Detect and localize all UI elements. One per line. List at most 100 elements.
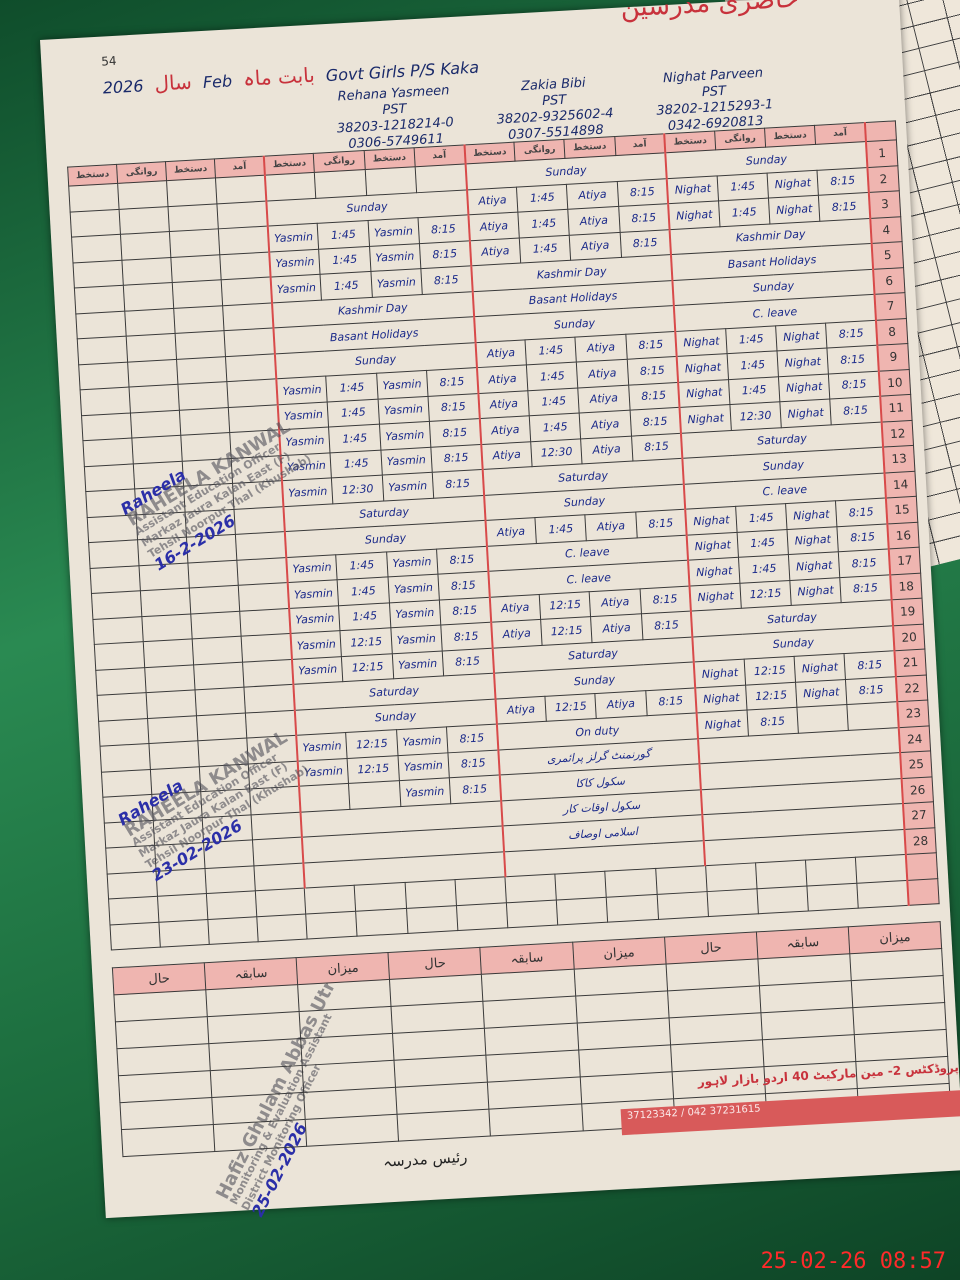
empty-cell — [254, 862, 305, 891]
empty-cell — [91, 590, 142, 619]
attendance-cell: Yasmin — [291, 656, 344, 685]
attendance-cell: Atiya — [579, 410, 632, 439]
attendance-cell: Yasmin — [399, 777, 451, 807]
attendance-cell: 8:15 — [616, 178, 669, 207]
attendance-cell: 8:15 — [825, 319, 878, 349]
attendance-cell: 8:15 — [427, 393, 480, 422]
empty-cell — [168, 203, 219, 232]
attendance-cell: Nighat — [686, 531, 739, 561]
attendance-cell: Nighat — [789, 577, 842, 606]
attendance-cell: Yasmin — [290, 630, 342, 659]
day-number: 10 — [878, 368, 911, 397]
empty-cell — [129, 384, 180, 413]
attendance-cell: 8:15 — [818, 192, 871, 221]
page-number: 54 — [100, 53, 117, 69]
attendance-cell: 12:15 — [346, 729, 398, 758]
empty-cell — [189, 585, 240, 614]
attendance-cell: Nighat — [779, 398, 832, 428]
attendance-cell: 12:15 — [744, 656, 796, 685]
day-number: 22 — [895, 674, 928, 702]
empty-cell — [655, 865, 707, 894]
register-title: حاضری مدرسین — [619, 0, 800, 24]
empty-cell — [77, 336, 128, 365]
attendance-cell: 1:45 — [735, 503, 787, 532]
day-number: 8 — [875, 318, 908, 346]
empty-cell — [176, 356, 228, 385]
attendance-cell: Yasmin — [380, 446, 433, 476]
empty-cell — [127, 358, 179, 388]
day-number: 1 — [865, 139, 898, 168]
day-number: 17 — [888, 547, 921, 575]
empty-cell — [126, 333, 177, 362]
empty-cell — [242, 658, 294, 688]
attendance-cell: Nighat — [688, 557, 740, 586]
empty-cell — [196, 712, 248, 741]
attendance-cell: 12:15 — [745, 681, 797, 711]
attendance-cell: 8:15 — [619, 229, 672, 258]
attendance-cell: 1:45 — [317, 220, 370, 249]
empty-cell — [179, 407, 230, 436]
day-number: 13 — [882, 445, 915, 473]
empty-cell — [217, 200, 268, 229]
empty-cell — [255, 888, 306, 917]
attendance-cell: 1:45 — [319, 245, 371, 275]
attendance-cell: Yasmin — [367, 217, 420, 246]
attendance-cell: Yasmin — [268, 248, 321, 278]
empty-cell — [404, 879, 457, 908]
attendance-cell: 8:15 — [426, 367, 478, 396]
attendance-cell: Atiya — [595, 690, 647, 719]
attendance-cell: Yasmin — [379, 421, 431, 450]
attendance-cell: Nighat — [786, 526, 839, 555]
attendance-cell: 8:15 — [417, 214, 470, 244]
attendance-cell: Nighat — [778, 373, 830, 402]
empty-cell — [158, 918, 210, 948]
attendance-cell: 12:15 — [545, 693, 597, 722]
empty-cell — [192, 636, 243, 665]
attendance-cell: Nighat — [679, 404, 732, 433]
empty-cell — [605, 868, 657, 897]
empty-cell — [235, 531, 287, 560]
day-number — [907, 878, 940, 906]
attendance-cell: Yasmin — [386, 548, 438, 577]
attendance-cell: 1:45 — [726, 350, 779, 380]
attendance-cell: 8:15 — [420, 265, 473, 295]
empty-cell — [656, 891, 709, 920]
empty-cell — [78, 361, 130, 390]
attendance-cell: Nighat — [768, 195, 821, 224]
empty-cell — [130, 409, 181, 438]
attendance-cell: Yasmin — [391, 650, 444, 679]
day-number: 27 — [902, 801, 935, 829]
attendance-cell: Nighat — [689, 582, 742, 612]
empty-cell — [222, 302, 274, 331]
attendance-cell: 8:15 — [432, 469, 484, 498]
month: Feb — [202, 71, 233, 92]
attendance-cell: Nighat — [795, 679, 848, 708]
attendance-cell: Yasmin — [389, 599, 441, 628]
summary-cell — [305, 1114, 399, 1147]
attendance-cell: 8:15 — [626, 356, 679, 385]
attendance-cell: 1:45 — [529, 412, 581, 442]
empty-cell — [98, 718, 150, 747]
attendance-cell: 8:15 — [817, 167, 869, 196]
empty-cell — [256, 913, 308, 942]
attendance-cell: Nighat — [785, 500, 838, 530]
attendance-cell: Atiya — [489, 593, 541, 623]
day-number: 4 — [870, 216, 903, 244]
attendance-cell: 1:45 — [535, 514, 587, 544]
attendance-cell: 8:15 — [446, 724, 498, 753]
attendance-cell: 1:45 — [327, 398, 380, 427]
empty-cell — [188, 559, 239, 589]
empty-cell — [121, 257, 173, 286]
empty-cell — [169, 228, 220, 258]
attendance-cell: Atiya — [494, 695, 547, 725]
attendance-cell: Yasmin — [396, 726, 448, 756]
empty-cell — [119, 206, 170, 235]
attendance-cell: 8:15 — [828, 370, 881, 399]
attendance-cell: Atiya — [490, 619, 543, 648]
attendance-cell: Atiya — [569, 231, 622, 261]
day-number: 11 — [880, 394, 913, 422]
empty-cell — [82, 437, 134, 467]
summary-cell — [121, 1124, 215, 1157]
attendance-cell — [348, 780, 401, 809]
day-number: 18 — [890, 572, 923, 600]
